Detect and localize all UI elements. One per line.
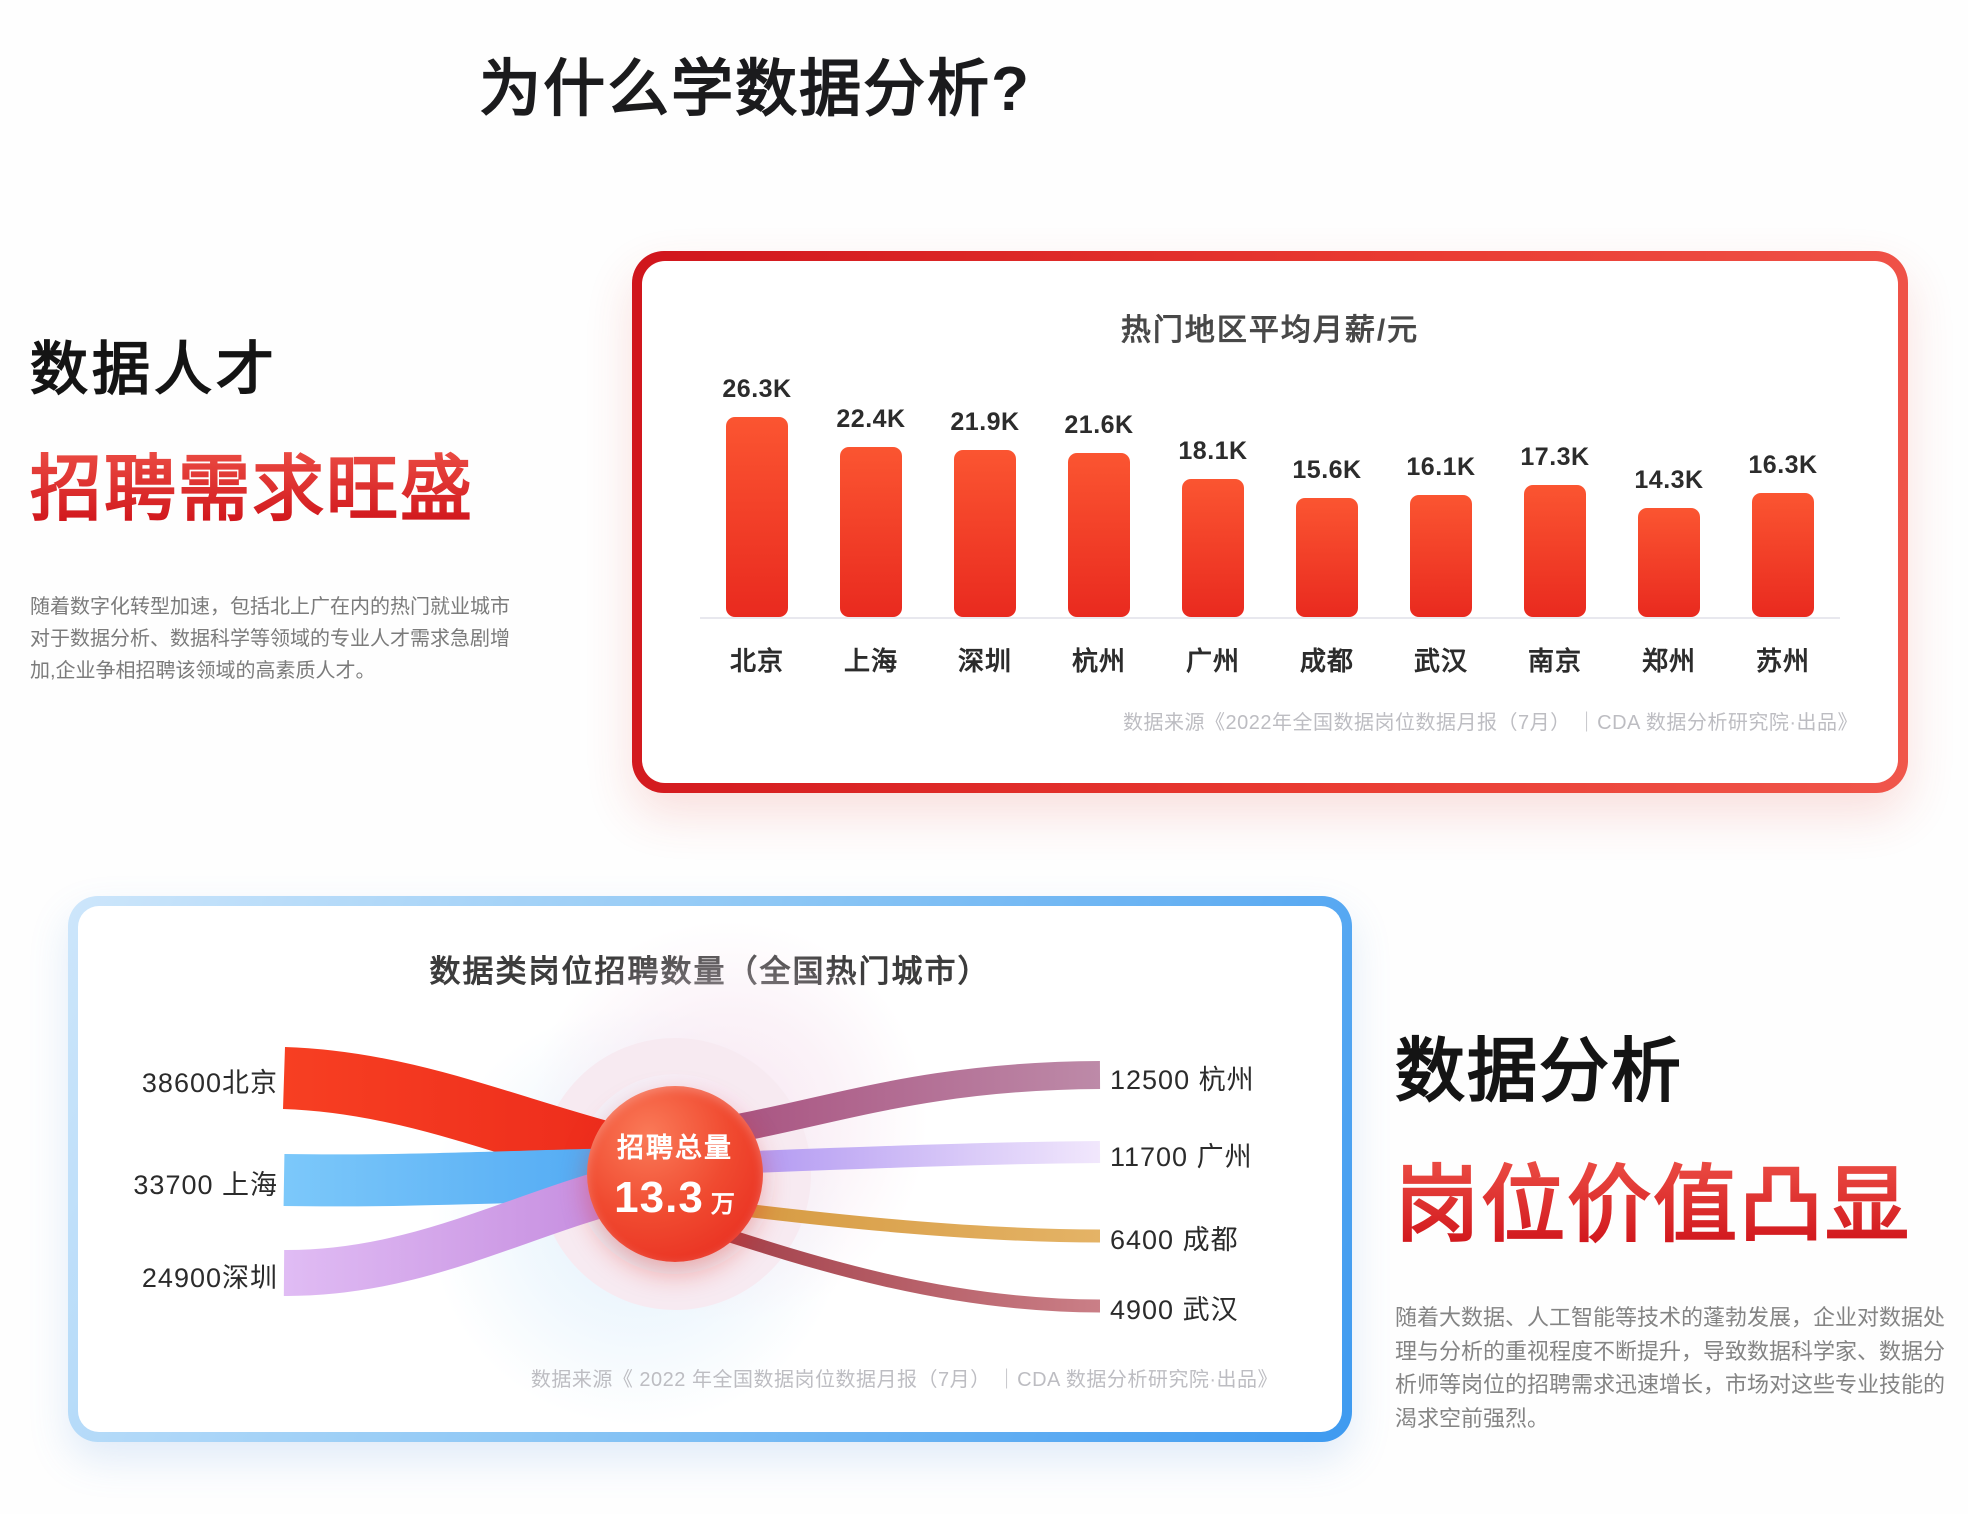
bar-item-4: 18.1K — [1156, 437, 1270, 617]
ribbon-in-shenzhen — [283, 1163, 638, 1297]
value-paragraph: 随着大数据、人工智能等技术的蓬勃发展，企业对数据处理与分析的重视程度不断提升，导… — [1395, 1305, 1946, 1431]
bar — [1410, 495, 1472, 617]
total-circle-value: 13.3 万 — [614, 1173, 736, 1223]
value-heading-accent: 岗位价值凸显 — [1395, 1138, 1960, 1259]
bar-item-6: 16.1K — [1384, 453, 1498, 617]
inflow-label-0: 38600北京 — [141, 1068, 278, 1098]
bar-item-3: 21.6K — [1042, 411, 1156, 617]
page-title: 为什么学数据分析? — [479, 55, 1031, 124]
bar-item-0: 26.3K — [700, 375, 814, 617]
bar-value-label: 14.3K — [1634, 466, 1704, 494]
salary-card-inner: 热门地区平均月薪/元 26.3K 22.4K 21.9K 21.6K 18.1K 15.6… — [642, 261, 1898, 783]
jobs-card-inner: 数据类岗位招聘数量（全国热门城市） — [78, 906, 1342, 1432]
intro-heading: 数据人才 — [30, 337, 279, 402]
bar-category: 北京 — [729, 646, 784, 676]
intro-paragraph: 随着数字化转型加速，包括北上广在内的热门就业城市对于数据分析、数据科学等领域的专… — [30, 596, 510, 682]
outflow-label-0: 12500 杭州 — [1110, 1065, 1255, 1095]
salary-card: 热门地区平均月薪/元 26.3K 22.4K 21.9K 21.6K 18.1K 15.6… — [632, 251, 1908, 793]
total-circle: 招聘总量 13.3 万 — [587, 1086, 763, 1262]
inflow-label-2: 24900深圳 — [141, 1263, 278, 1293]
jobs-source: 数据来源《 2022 年全国数据岗位数据月报（7月） ｜CDA 数据分析研究院·… — [530, 1369, 1278, 1391]
bar — [1182, 479, 1244, 617]
bar-item-8: 14.3K — [1612, 466, 1726, 617]
bar-category: 成都 — [1299, 646, 1354, 676]
bar — [1296, 498, 1358, 617]
bar-value-label: 26.3K — [722, 375, 792, 403]
value-block: 数据分析 岗位价值凸显 随着大数据、人工智能等技术的蓬勃发展，企业对数据处理与分… — [1395, 1015, 1960, 1436]
bar-value-label: 17.3K — [1520, 443, 1590, 471]
bar — [840, 447, 902, 617]
total-circle-label: 招聘总量 — [617, 1132, 733, 1163]
ribbon-in-shanghai — [283, 1148, 631, 1207]
bar-value-label: 18.1K — [1178, 437, 1248, 465]
bar-category: 广州 — [1185, 646, 1240, 676]
total-value-unit: 万 — [710, 1190, 736, 1218]
intro-block: 数据人才 招聘需求旺盛 随着数字化转型加速，包括北上广在内的热门就业城市对于数据… — [30, 322, 525, 687]
bar-category: 深圳 — [957, 646, 1012, 676]
salary-bar-chart: 26.3K 22.4K 21.9K 21.6K 18.1K 15.6K 16.1K 17.3K… — [700, 347, 1840, 619]
bar-item-9: 16.3K — [1726, 451, 1840, 617]
bar-category: 郑州 — [1641, 646, 1696, 676]
outflow-label-3: 4900 武汉 — [1110, 1295, 1239, 1325]
salary-chart-title: 热门地区平均月薪/元 — [1120, 314, 1420, 347]
outflow-label-2: 6400 成都 — [1110, 1225, 1239, 1255]
bar — [1524, 485, 1586, 617]
bar-item-1: 22.4K — [814, 405, 928, 617]
inflow-label-1: 33700 上海 — [133, 1170, 278, 1200]
bar-value-label: 22.4K — [836, 405, 906, 433]
salary-source: 数据来源《2022年全国数据岗位数据月报（7月） ｜CDA 数据分析研究院·出品… — [1122, 712, 1858, 734]
bar-category: 武汉 — [1413, 646, 1468, 676]
bar-category: 苏州 — [1755, 646, 1810, 676]
bar-value-label: 21.9K — [950, 408, 1020, 436]
bar-value-label: 15.6K — [1292, 456, 1362, 484]
bar — [954, 450, 1016, 617]
bar-category: 南京 — [1527, 646, 1582, 676]
bar-category: 杭州 — [1071, 646, 1126, 676]
bar-item-7: 17.3K — [1498, 443, 1612, 617]
bar — [726, 417, 788, 617]
total-value-number: 13.3 — [614, 1172, 704, 1222]
bar-item-5: 15.6K — [1270, 456, 1384, 617]
bar-value-label: 16.1K — [1406, 453, 1476, 481]
bar-item-2: 21.9K — [928, 408, 1042, 617]
value-heading: 数据分析 — [1395, 1032, 1683, 1110]
ribbon-in-beijing — [282, 1047, 634, 1189]
outflow-label-1: 11700 广州 — [1110, 1142, 1253, 1172]
intro-heading-accent: 招聘需求旺盛 — [30, 430, 525, 535]
bar — [1068, 453, 1130, 617]
salary-bar-categories: 北京 上海 深圳 杭州 广州 成都 武汉 南京 郑州 苏州 — [700, 641, 1840, 678]
bar-value-label: 21.6K — [1064, 411, 1134, 439]
bar — [1638, 508, 1700, 617]
bar-value-label: 16.3K — [1748, 451, 1818, 479]
bar-category: 上海 — [843, 646, 898, 676]
jobs-card: 数据类岗位招聘数量（全国热门城市） — [68, 896, 1352, 1442]
bar — [1752, 493, 1814, 617]
